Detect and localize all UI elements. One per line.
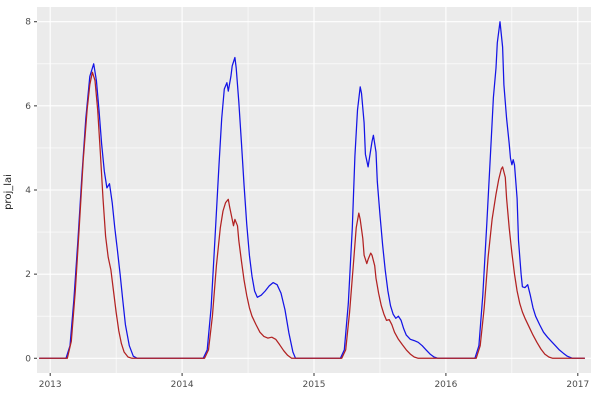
y-tick-label: 8 (25, 18, 31, 28)
series-blue-line (38, 21, 586, 359)
y-tick-label: 2 (25, 270, 31, 280)
x-tick-label: 2016 (434, 380, 457, 390)
y-axis-title: proj_lai (3, 174, 14, 210)
x-tick-label: 2015 (303, 380, 326, 390)
series-red-line (38, 71, 586, 359)
x-tick-label: 2013 (39, 380, 62, 390)
y-tick-label: 6 (25, 102, 31, 112)
x-tick-label: 2014 (171, 380, 194, 390)
y-tick-label: 4 (25, 186, 31, 196)
x-tick-label: 2017 (566, 380, 589, 390)
y-tick-label: 0 (25, 354, 31, 364)
